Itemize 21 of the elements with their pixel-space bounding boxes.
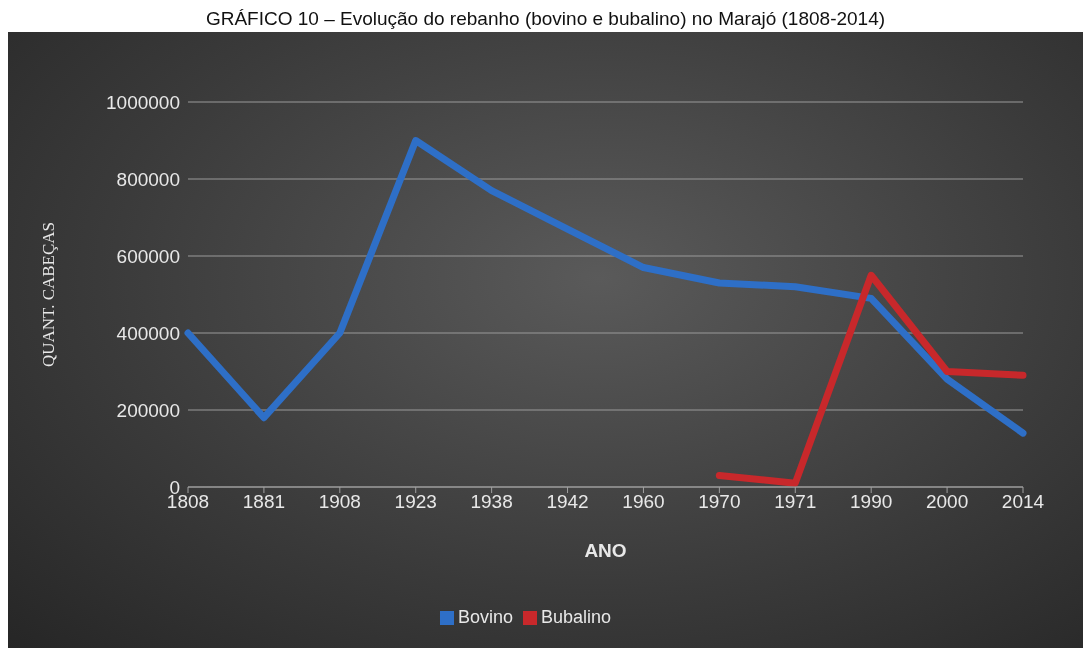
- x-tick-label: 1990: [850, 491, 893, 513]
- y-tick-label: 1000000: [106, 91, 180, 113]
- x-tick-label: 1908: [318, 491, 361, 513]
- legend-label: Bovino: [457, 607, 513, 627]
- x-tick-label: 1881: [242, 491, 286, 513]
- x-tick-label: 1970: [698, 491, 741, 513]
- y-tick-label: 200000: [116, 399, 180, 421]
- legend-label: Bubalino: [540, 607, 612, 627]
- x-tick-label: 1942: [546, 491, 589, 513]
- y-tick-label: 400000: [116, 322, 180, 344]
- y-axis-title: QUANT. CABEÇAS: [39, 221, 59, 368]
- x-tick-label: 2014: [1001, 491, 1045, 513]
- y-tick-label: 600000: [116, 245, 180, 267]
- y-tick-label: 800000: [116, 168, 180, 190]
- x-tick-label: 2000: [925, 491, 969, 513]
- x-axis-title: ANO: [584, 540, 627, 561]
- x-tick-label: 1960: [622, 491, 665, 513]
- x-tick-label: 1938: [470, 491, 513, 513]
- x-tick-label: 1971: [774, 491, 817, 513]
- chart-title: GRÁFICO 10 – Evolução do rebanho (bovino e bubalino) no Marajó (1808-2014): [204, 8, 887, 31]
- x-tick-label: 1923: [394, 491, 437, 513]
